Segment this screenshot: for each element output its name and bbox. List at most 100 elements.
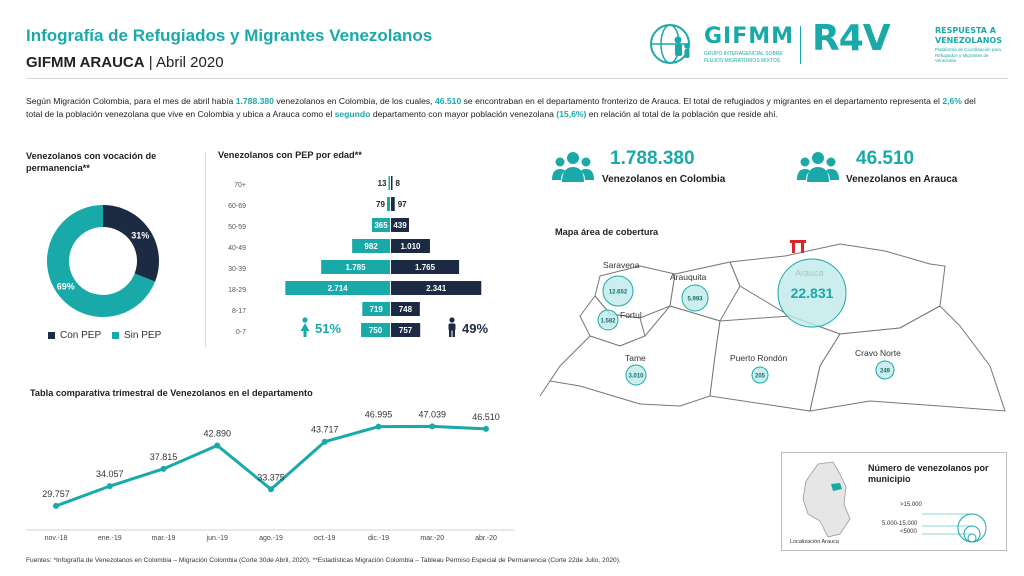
male-icon: [446, 317, 458, 342]
line-point: [160, 465, 167, 472]
line-point-label: 46.510: [472, 412, 500, 422]
female-pct: 51%: [315, 321, 342, 336]
map-region-tame: [540, 305, 721, 407]
inset-legend-medium: 5.000-15.000: [882, 521, 918, 527]
inset-bubble-legend: [922, 513, 987, 543]
line-heading: Tabla comparativa trimestral de Venezola…: [30, 388, 313, 398]
stat-colombia-label: Venezolanos en Colombia: [602, 174, 726, 185]
line-point-label: 43.717: [311, 425, 339, 435]
map-bubble-value: 1.582: [600, 319, 616, 325]
stat-colombia-value: 1.788.380: [610, 148, 695, 169]
pyramid-label-male: 439: [393, 221, 407, 230]
globe-people-icon: [650, 24, 690, 64]
map-bubble: [777, 258, 847, 328]
line-x-tick-label: oct.-19: [314, 535, 336, 542]
pyramid-age-label: 0-7: [236, 329, 246, 336]
pyramid-bar-female: [386, 197, 390, 211]
arauca-map: Saravena12.652Arauquita5.993Arauca22.831…: [540, 240, 1006, 412]
pyramid-bar-female: [285, 281, 390, 295]
pyramid-label-female: 750: [369, 326, 383, 335]
pyramid-heading: Venezolanos con PEP por edad**: [218, 150, 362, 160]
line-point-label: 33.375: [257, 472, 285, 482]
pyramid-label-female: 79: [376, 200, 385, 209]
line-x-tick-label: ago.-19: [259, 535, 283, 542]
pyramid-bar-female: [388, 176, 390, 190]
pyramid-bar-male: [391, 323, 421, 337]
age-pyramid-chart: 70+ 13 8 60-69 79 97 50-59 365 439 40-49 982 1.010 3…: [228, 176, 482, 337]
map-municipality-name: Tame: [625, 353, 646, 363]
line-point: [53, 502, 59, 509]
pyramid-bar-male: [391, 281, 482, 295]
pyramid-label-male: 8: [396, 179, 401, 188]
intro-value: 1.788.380: [235, 96, 274, 106]
line-point-label: 42.890: [203, 429, 231, 439]
pyramid-age-label: 8-17: [232, 308, 246, 315]
inset-caption: Localización Arauca: [790, 539, 839, 545]
pyramid-label-male: 748: [399, 305, 413, 314]
pyramid-age-label: 70+: [234, 182, 246, 189]
pyramid-label-female: 982: [364, 242, 378, 251]
donut-slice: [47, 205, 156, 317]
pyramid-label-female: 2.714: [328, 284, 349, 293]
line-x-tick-label: nov.-18: [45, 535, 68, 542]
map-heading: Mapa área de cobertura: [555, 227, 659, 237]
donut-chart: 31% 69%: [47, 205, 159, 317]
map-municipality-name: Saravena: [603, 260, 640, 270]
people-icon: [797, 150, 839, 189]
inset-legend-small: <5000: [900, 529, 917, 535]
stat-arauca-label: Venezolanos en Arauca: [846, 174, 958, 185]
intro-text: del total de la población venezolana que…: [26, 96, 976, 119]
line-series: [55, 424, 487, 508]
gifmm-wordmark: GIFMM: [704, 24, 795, 49]
pyramid-age-label: 50-59: [228, 224, 246, 231]
intro-text: venezolanos en Colombia, de los cuales,: [273, 96, 435, 106]
pyramid-bar-female: [361, 323, 390, 337]
legend-label: Sin PEP: [124, 330, 162, 341]
map-inset: Localización Arauca Número de venezolano…: [781, 452, 1007, 551]
map-bubble-value: 5.993: [687, 297, 703, 303]
donut-legend-sin-pep: Sin PEP: [112, 330, 161, 341]
pyramid-bar-female: [362, 302, 390, 316]
logo-divider: [800, 26, 801, 64]
line-x-tick-label: mar.-20: [420, 535, 444, 542]
line-x-tick-label: jun.-19: [206, 535, 229, 542]
intro-text: se encontraban en el departamento fronte…: [461, 96, 943, 106]
pyramid-bar-female: [372, 218, 390, 232]
map-bubble: [597, 309, 619, 331]
line-point-label: 29.757: [42, 489, 70, 499]
line-point-label: 47.039: [418, 409, 446, 419]
map-bubble-value: 249: [880, 369, 891, 375]
pyramid-label-male: 97: [398, 200, 407, 209]
line-point-label: 46.995: [365, 410, 393, 420]
page-title: Infografía de Refugiados y Migrantes Ven…: [26, 26, 433, 45]
pyramid-bar-female: [321, 260, 390, 274]
map-bubble: [681, 284, 709, 312]
legend-swatch: [112, 332, 119, 339]
gifmm-sub2: FLUJOS MIGRATORIOS MIXTOS: [704, 58, 781, 64]
map-bubble: [602, 275, 634, 307]
intro-value: (15,6%): [556, 109, 587, 119]
map-bubble: [751, 366, 769, 384]
male-pct: 49%: [462, 321, 489, 336]
intro-text: Según Migración Colombia, para el mes de…: [26, 96, 236, 106]
pyramid-label-male: 1.765: [415, 263, 436, 272]
donut-legend-con-pep: Con PEP: [48, 330, 101, 341]
map-municipality-name: Puerto Rondón: [730, 353, 787, 363]
inset-title: Número de venezolanos por municipio: [868, 463, 989, 484]
period: | Abril 2020: [148, 54, 224, 71]
quarterly-line-chart: 29.757 nov.-18 34.057 ene.-19 37.815 mar.-19 4…: [26, 409, 514, 542]
line-point-label: 34.057: [96, 469, 124, 479]
donut-slice-label: 69%: [57, 281, 75, 291]
inset-legend-large: >15.000: [900, 502, 922, 508]
gifmm-sub1: GRUPO INTERAGENCIAL SOBRE: [704, 51, 783, 57]
legend-label: Con PEP: [60, 330, 102, 341]
pyramid-label-male: 757: [399, 326, 413, 335]
donut-slice: [103, 205, 159, 282]
map-bubble-value: 22.831: [791, 285, 834, 301]
page-subtitle: GIFMM ARAUCA | Abril 2020: [26, 54, 224, 71]
intro-text: en relación al total de la población que…: [586, 109, 778, 119]
pyramid-bar-male: [391, 239, 430, 253]
intro-text: departamento con mayor población venezol…: [370, 109, 557, 119]
stat-arauca-value: 46.510: [856, 148, 915, 169]
footer-sources: Fuentes: *Infografía de Venezolanos en C…: [26, 557, 621, 564]
